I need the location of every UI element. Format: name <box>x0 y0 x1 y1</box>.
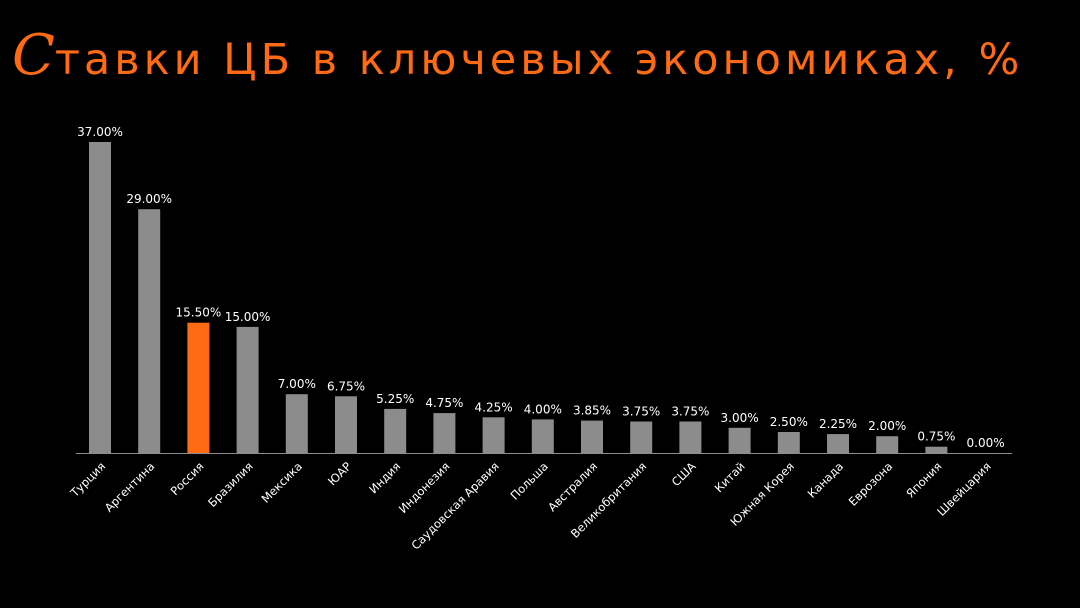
value-label-18: 0.75% <box>917 430 955 444</box>
category-label-16: Канада <box>805 459 847 501</box>
category-label-17: Еврозона <box>846 459 896 509</box>
category-label-2: Аргентина <box>102 459 158 515</box>
value-label-15: 2.50% <box>770 415 808 429</box>
bar-10 <box>531 419 554 453</box>
bar-15 <box>777 432 800 453</box>
category-label-1: Турция <box>67 459 108 500</box>
bar-12 <box>630 421 653 453</box>
category-label-9: Саудовская Аравия <box>408 459 501 552</box>
value-label-2: 29.00% <box>126 192 172 206</box>
bars-group <box>89 142 948 453</box>
bar-16 <box>827 434 849 453</box>
title-initial-letter: С <box>12 23 55 88</box>
value-label-4: 15.00% <box>225 310 271 324</box>
category-label-7: Индия <box>366 459 403 496</box>
bar-9 <box>482 417 505 453</box>
bar-11 <box>581 420 603 453</box>
category-label-5: Мексика <box>258 459 304 505</box>
value-label-5: 7.00% <box>278 377 316 391</box>
bar-4 <box>236 326 259 453</box>
value-label-16: 2.25% <box>819 417 857 431</box>
value-label-14: 3.00% <box>721 411 759 425</box>
bar-17 <box>876 436 899 453</box>
category-label-14: Китай <box>712 459 748 495</box>
bar-14 <box>728 427 751 453</box>
category-label-13: США <box>669 459 699 489</box>
category-label-3: Россия <box>168 459 207 498</box>
value-label-3: 15.50% <box>176 306 222 320</box>
category-label-4: Бразилия <box>205 459 256 510</box>
bar-6 <box>335 396 357 453</box>
value-label-1: 37.00% <box>77 125 123 139</box>
category-label-6: ЮАР <box>325 459 354 488</box>
value-label-11: 3.85% <box>573 404 611 418</box>
bar-18 <box>925 446 948 453</box>
category-label-18: Япония <box>903 459 944 500</box>
page-title: Ставки ЦБ в ключевых экономиках, % <box>12 26 1023 90</box>
title-text: тавки ЦБ в ключевых экономиках, % <box>54 35 1024 85</box>
value-label-19: 0.00% <box>967 436 1005 450</box>
bar-13 <box>679 421 702 453</box>
value-label-13: 3.75% <box>671 405 709 419</box>
bar-5 <box>285 394 308 453</box>
value-label-8: 4.75% <box>425 396 463 410</box>
value-labels-group: 37.00% 29.00% 15.50% 15.00% 7.00% 6.75% 5.25% 4… <box>77 125 1005 450</box>
value-label-17: 2.00% <box>868 419 906 433</box>
bar-7 <box>384 408 407 453</box>
bar-1 <box>89 142 111 453</box>
category-label-10: Польша <box>508 459 551 502</box>
value-label-12: 3.75% <box>622 405 660 419</box>
bar-8 <box>433 413 456 453</box>
value-label-6: 6.75% <box>327 379 365 393</box>
bar-2 <box>138 209 161 453</box>
bar-3 <box>187 322 210 453</box>
value-label-7: 5.25% <box>376 392 414 406</box>
value-label-10: 4.00% <box>524 402 562 416</box>
value-label-9: 4.25% <box>475 400 513 414</box>
